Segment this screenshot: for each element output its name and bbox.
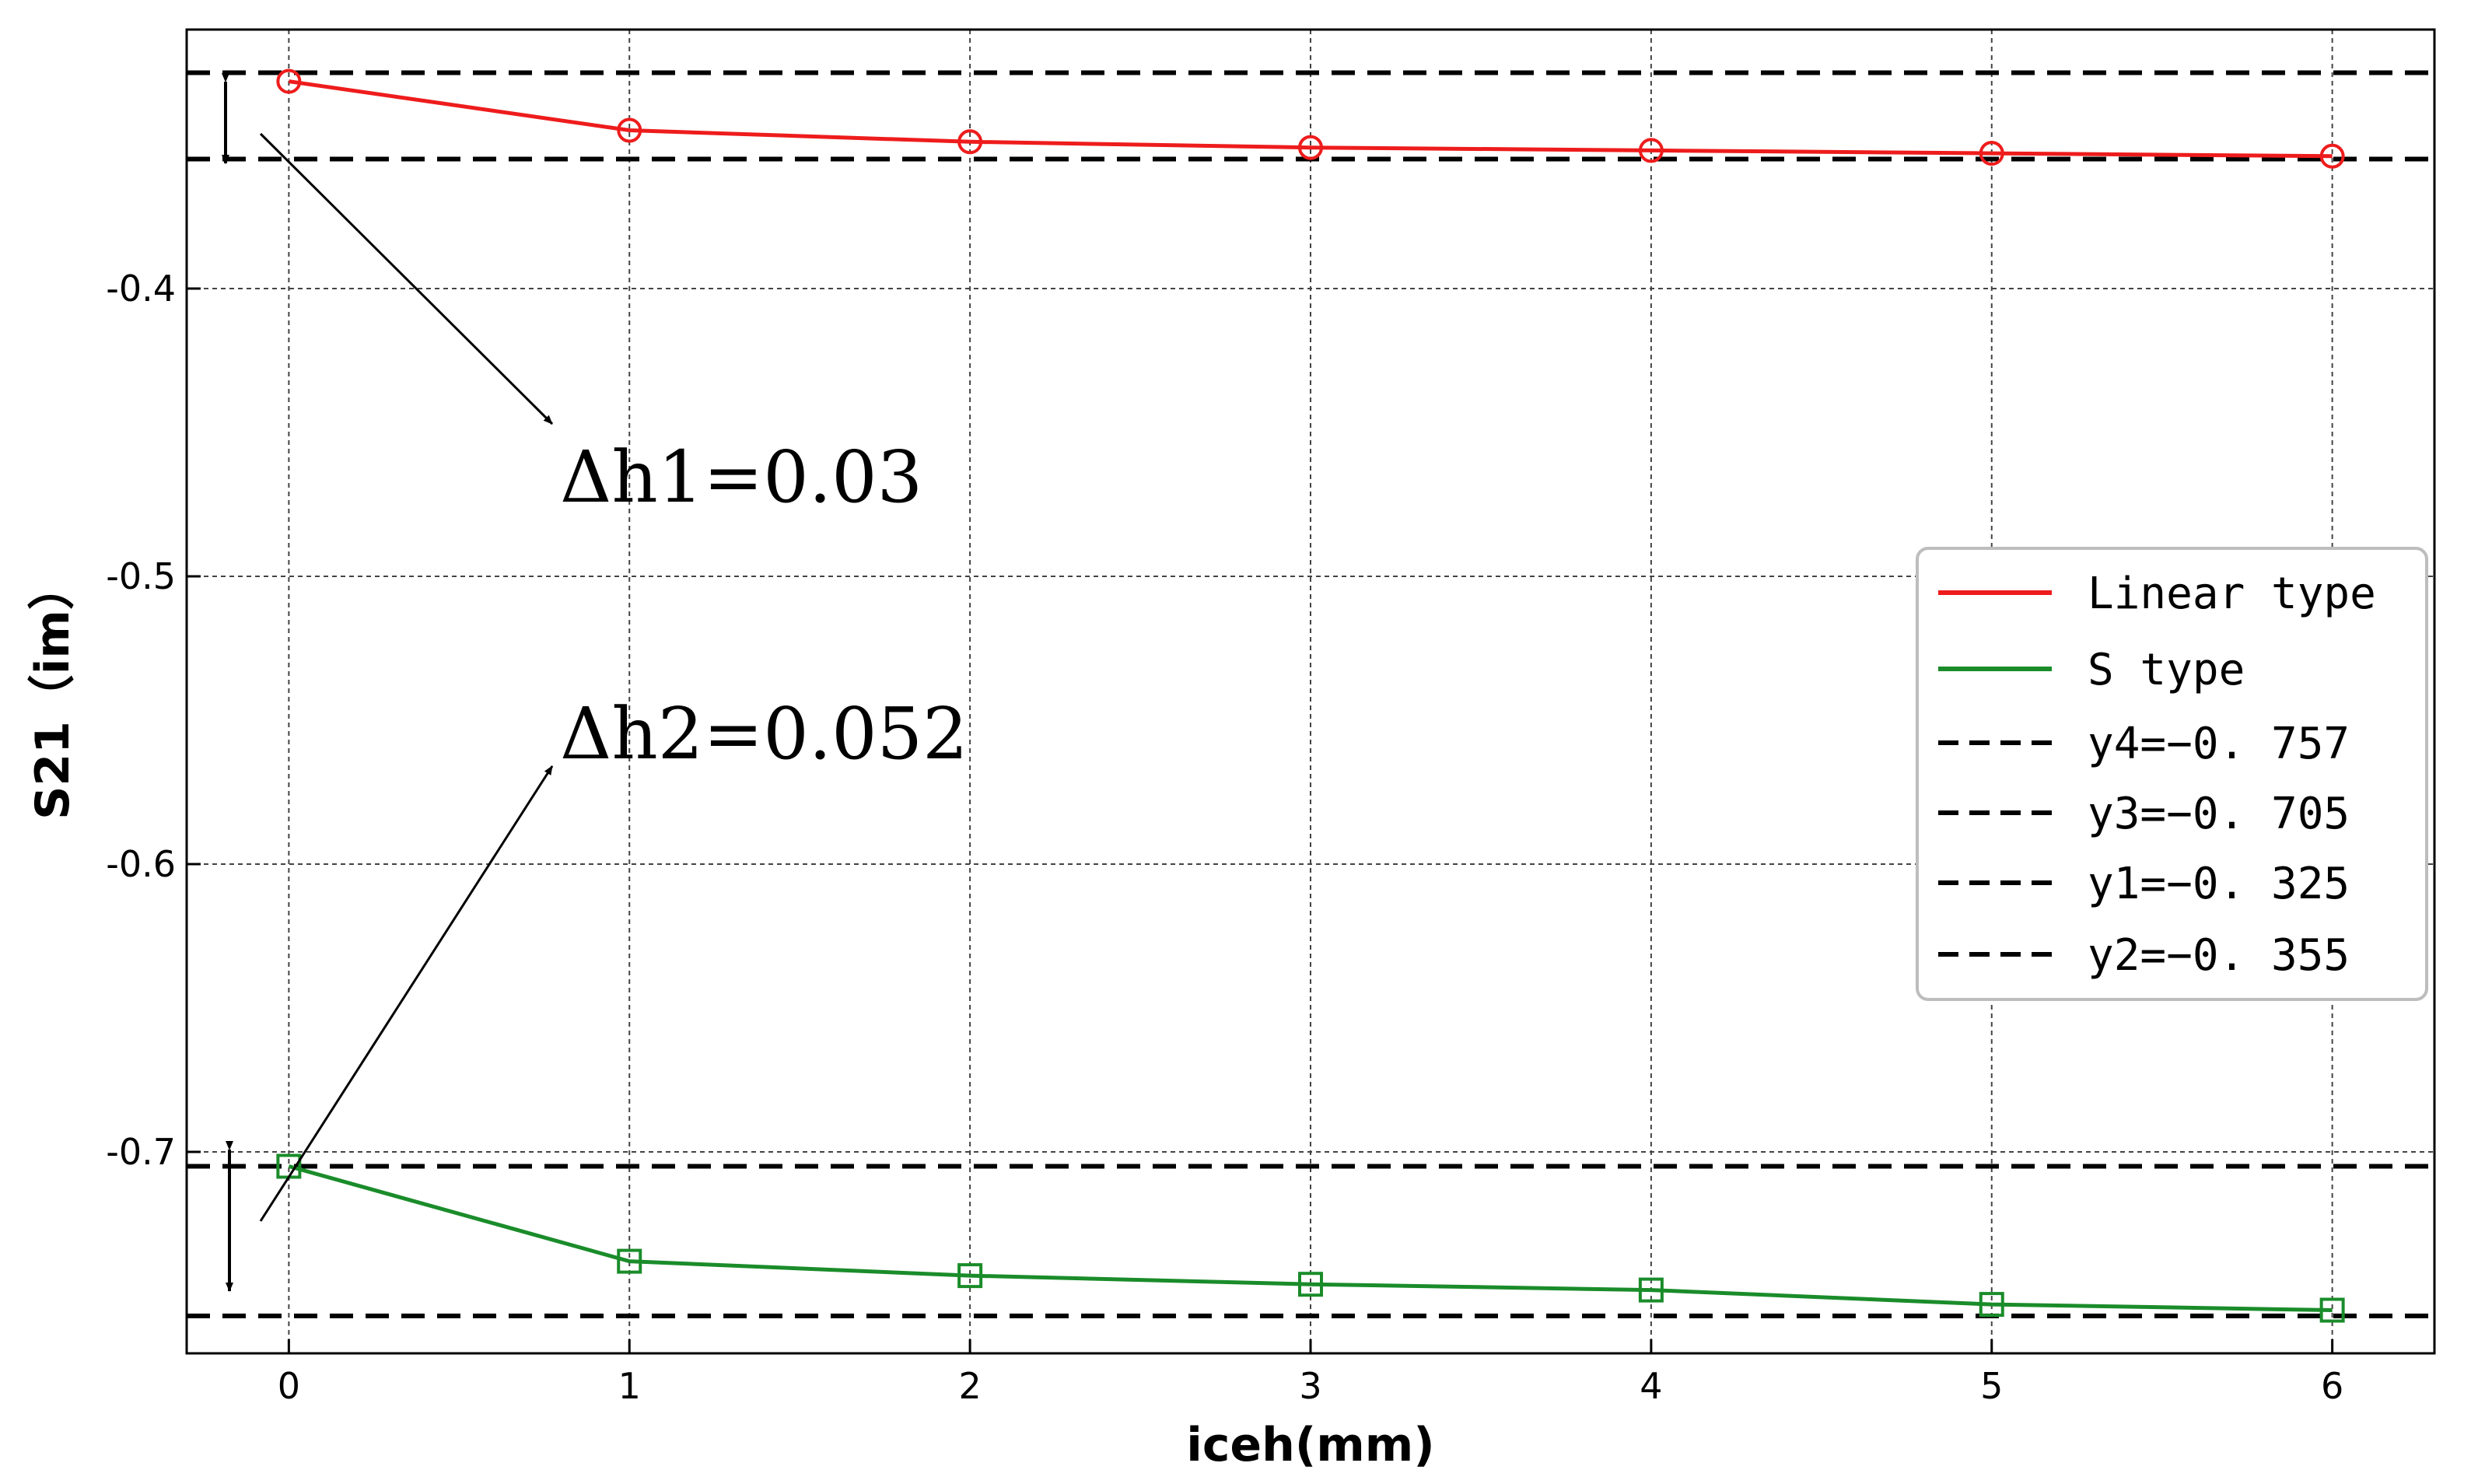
legend-label-linear-type: Linear type (2088, 569, 2376, 619)
x-tick-label: 4 (1640, 1365, 1662, 1407)
legend: Linear type S type y4=−0. 757 y3=−0. 705… (1917, 548, 2427, 999)
delta-h2-label: Δh2=0.052 (560, 692, 968, 775)
y-tick-label: -0.7 (106, 1131, 176, 1173)
legend-label-s-type: S type (2088, 645, 2245, 695)
y-tick-label: -0.6 (106, 843, 176, 885)
legend-label-y3: y3=−0. 705 (2088, 789, 2350, 839)
x-tick-label: 1 (618, 1365, 641, 1407)
y-tick-label: -0.5 (106, 555, 176, 597)
legend-label-y2: y2=−0. 355 (2088, 930, 2350, 981)
y-tick-label: -0.4 (106, 268, 176, 310)
x-tick-label: 5 (1980, 1365, 2003, 1407)
delta-h1-label: Δh1=0.03 (560, 436, 922, 519)
x-axis-title: iceh(mm) (1186, 1418, 1434, 1472)
y-axis-title: S21（im） (26, 563, 80, 820)
legend-label-y4: y4=−0. 757 (2088, 719, 2350, 769)
x-tick-label: 6 (2321, 1365, 2343, 1407)
x-tick-label: 2 (958, 1365, 981, 1407)
x-tick-label: 0 (278, 1365, 300, 1407)
x-tick-label: 3 (1299, 1365, 1321, 1407)
legend-label-y1: y1=−0. 325 (2088, 859, 2350, 909)
